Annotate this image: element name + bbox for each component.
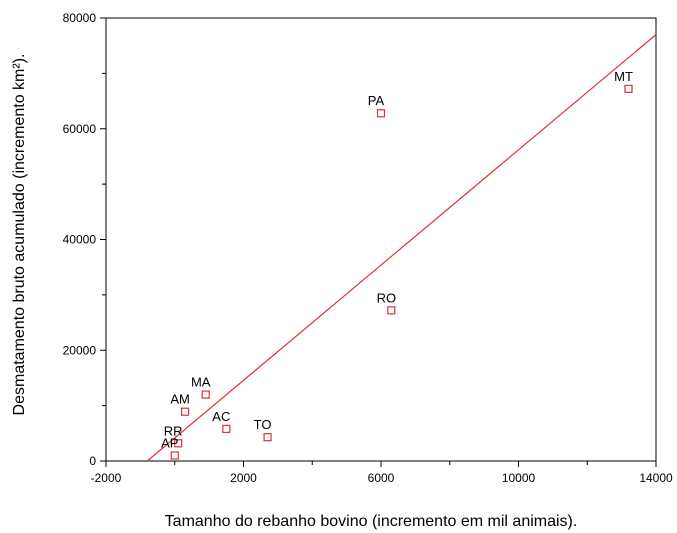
point-label-ma: MA — [191, 375, 211, 390]
point-to — [263, 433, 272, 442]
y-tick-label: 80000 — [63, 11, 97, 25]
y-axis-ticks: 0 20000 40000 60000 80000 — [63, 11, 106, 468]
x-axis-ticks: -2000 2000 6000 10000 14000 — [91, 461, 673, 485]
point-label-ac: AC — [212, 409, 230, 424]
y-tick-label: 60000 — [63, 122, 97, 136]
regression-line-group — [146, 34, 657, 462]
point-rr — [174, 439, 183, 448]
regression-line — [146, 34, 657, 462]
x-tick-label: -2000 — [91, 471, 122, 485]
point-ap — [170, 451, 179, 460]
point-label-to: TO — [254, 417, 272, 432]
x-tick-label: 2000 — [230, 471, 257, 485]
x-tick-label: 10000 — [502, 471, 536, 485]
x-tick-label: 14000 — [639, 471, 673, 485]
point-am — [180, 407, 190, 416]
point-label-ro: RO — [377, 290, 397, 305]
y-axis-title: Desmatamento bruto acumulado (incremento… — [11, 54, 28, 416]
point-mt — [624, 84, 633, 93]
x-tick-label: 6000 — [368, 471, 395, 485]
point-label-ap: AP — [161, 435, 178, 450]
point-label-pa: PA — [368, 93, 385, 108]
x-axis-title: Tamanho do rebanho bovino (incremento em… — [165, 513, 578, 530]
y-tick-label: 0 — [89, 454, 96, 468]
point-ma — [201, 390, 210, 399]
point-ac — [222, 424, 231, 433]
y-tick-label: 40000 — [63, 233, 97, 247]
point-ro — [387, 306, 396, 315]
point-label-rr: RR — [164, 423, 183, 438]
y-tick-label: 20000 — [63, 343, 97, 357]
point-pa — [376, 109, 386, 118]
point-label-mt: MT — [614, 69, 633, 84]
point-label-am: AM — [170, 392, 190, 407]
